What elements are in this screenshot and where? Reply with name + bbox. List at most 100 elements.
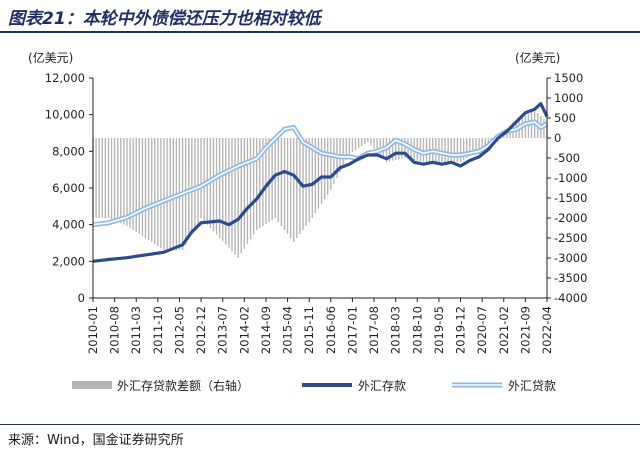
gap-bar [317, 138, 320, 209]
x-tick-label: 2014-02 [237, 306, 251, 354]
x-tick-label: 2022-04 [540, 306, 554, 354]
gap-bar [222, 138, 224, 242]
gap-bar [150, 138, 153, 242]
gap-bar [215, 138, 218, 235]
gap-bar [95, 138, 97, 218]
gap-bar [197, 138, 199, 224]
gap-bar [262, 138, 264, 226]
right-tick-label: -1500 [554, 191, 587, 205]
gap-bar [447, 138, 449, 162]
gap-bar [351, 138, 354, 152]
chart-title: 图表21：本轮中外债偿还压力也相对较低 [8, 9, 321, 29]
gap-bar [231, 138, 233, 252]
gap-bar [487, 138, 490, 146]
gap-bar [459, 138, 462, 162]
gap-bar [138, 138, 141, 234]
gap-bar [462, 138, 465, 160]
gap-bar [323, 138, 326, 200]
gap-bar [123, 138, 125, 225]
left-axis-unit: (亿美元) [28, 50, 73, 65]
gap-bar [268, 138, 270, 222]
gap-bar [218, 138, 221, 238]
gap-bar [444, 138, 446, 162]
right-tick-label: -500 [554, 151, 580, 165]
right-tick-label: -1000 [554, 171, 587, 185]
gap-bar [249, 138, 252, 240]
gap-bar [265, 138, 267, 224]
gap-bar [311, 138, 313, 218]
footer-rule [0, 424, 640, 425]
gap-bar [361, 138, 363, 146]
gap-bar [475, 138, 477, 152]
gap-bars [92, 110, 548, 258]
right-tick-label: 0 [554, 131, 561, 145]
gap-bar [274, 138, 276, 218]
right-tick-label: -2000 [554, 211, 587, 225]
gap-bar [453, 138, 456, 162]
gap-bar [342, 138, 344, 166]
gap-bar [327, 138, 329, 195]
right-tick-label: 500 [554, 111, 576, 125]
gap-bar [255, 138, 258, 230]
gap-bar [194, 138, 196, 229]
x-tick-label: 2012-12 [194, 306, 208, 354]
x-tick-label: 2011-10 [151, 306, 165, 354]
gap-bar [305, 138, 307, 226]
left-tick-label: 2,000 [52, 254, 85, 268]
chart: (亿美元) (亿美元) 0 2,000 4,000 6,000 8,000 10,000 1… [28, 50, 588, 393]
gap-bar [160, 138, 162, 248]
gap-bar [308, 138, 310, 222]
gap-bar [314, 138, 317, 214]
gap-bar [225, 138, 227, 245]
gap-bar [422, 138, 425, 162]
gap-bar [370, 138, 372, 146]
right-axis-unit: (亿美元) [515, 50, 560, 65]
gap-bar [101, 138, 103, 218]
x-tick-label: 2016-06 [324, 306, 338, 354]
x-tick-label: 2015-04 [281, 306, 295, 354]
gap-bar [280, 138, 283, 226]
gap-bar [110, 138, 113, 220]
gap-bar [509, 128, 511, 138]
x-tick-label: 2020-07 [475, 306, 489, 354]
gap-bar [129, 138, 131, 228]
gap-bar [456, 138, 459, 162]
gap-bar [296, 138, 298, 238]
gap-bar [394, 138, 397, 160]
gap-bar [398, 138, 400, 160]
gap-bar [425, 138, 428, 162]
gap-bar [172, 138, 174, 250]
gap-bar [286, 138, 289, 234]
gap-bar [157, 138, 159, 246]
legend-label-gap: 外汇存贷款差额（右轴） [117, 378, 249, 393]
gap-bar [163, 138, 165, 250]
gap-bar [228, 138, 230, 248]
title-rule [0, 31, 640, 33]
left-tick-label: 8,000 [52, 144, 85, 158]
series-deposits-line [92, 102, 549, 263]
gap-bar [484, 138, 486, 148]
x-tick-label: 2010-01 [86, 306, 100, 354]
gap-bar [376, 138, 378, 152]
gap-bar [330, 138, 332, 190]
gap-bar [364, 138, 366, 144]
gap-bar [252, 138, 255, 235]
gap-bar [345, 138, 347, 160]
right-tick-label: -3000 [554, 251, 587, 265]
gap-bar [203, 138, 205, 222]
x-tick-label: 2010-08 [108, 306, 122, 354]
gap-bar [450, 138, 452, 162]
gap-bar [154, 138, 156, 244]
gap-bar [212, 138, 215, 232]
gap-bar [98, 138, 100, 218]
axes: 0 2,000 4,000 6,000 8,000 10,000 12,000 -4000 -3… [45, 71, 588, 354]
gap-bar [107, 138, 110, 218]
gap-bar [391, 138, 394, 161]
gap-bar [333, 138, 335, 184]
x-tick-label: 2017-01 [345, 306, 359, 354]
gap-bar [354, 138, 357, 150]
x-tick-label: 2019-05 [432, 306, 446, 354]
gap-bar [141, 138, 144, 236]
gap-bar [132, 138, 134, 230]
gap-bar [401, 138, 403, 159]
